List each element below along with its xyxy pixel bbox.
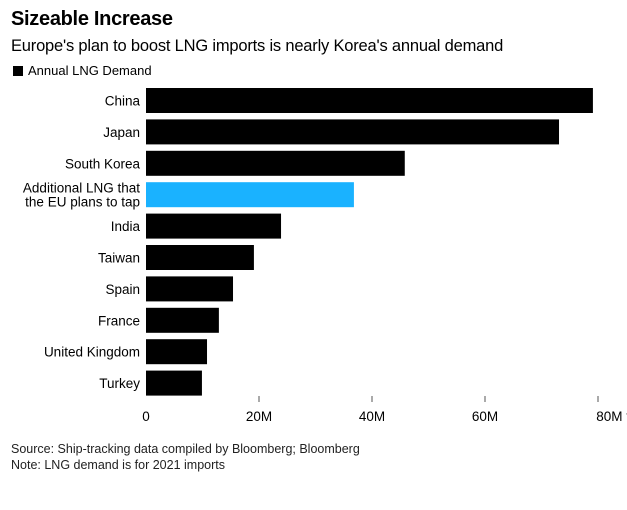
category-label: Turkey	[99, 376, 140, 391]
category-label: Spain	[105, 282, 140, 297]
legend: Annual LNG Demand	[13, 63, 152, 78]
category-label: the EU plans to tap	[25, 195, 140, 210]
category-label: India	[111, 219, 141, 234]
bar-chart: China Japan South Korea Additional LNG that…	[23, 88, 627, 424]
legend-label: Annual LNG Demand	[28, 63, 152, 78]
category-label: Additional LNG that	[23, 181, 140, 196]
bar	[146, 245, 254, 270]
chart-subtitle: Europe's plan to boost LNG imports is ne…	[11, 37, 504, 55]
category-label: Taiwan	[98, 251, 140, 266]
x-tick-label: 20M	[246, 409, 272, 424]
category-label: China	[105, 94, 141, 109]
chart-title: Sizeable Increase	[11, 8, 173, 30]
bar	[146, 339, 208, 365]
x-tick-label: 40M	[359, 409, 385, 424]
x-tick-label: 80M tons	[596, 409, 627, 424]
x-tick-label: 60M	[472, 409, 498, 424]
footnote: Note: LNG demand is for 2021 imports	[11, 458, 225, 472]
bar	[146, 88, 593, 113]
bar	[146, 150, 405, 176]
bar	[146, 213, 282, 239]
bar	[146, 276, 234, 302]
category-label: France	[98, 313, 140, 328]
bar	[146, 119, 560, 145]
category-label: Japan	[103, 125, 140, 140]
bar	[146, 307, 219, 333]
source-note: Source: Ship-tracking data compiled by B…	[11, 442, 360, 456]
legend-swatch	[13, 65, 23, 76]
x-tick-label: 0	[142, 409, 150, 424]
bar	[146, 182, 354, 208]
bar	[146, 370, 202, 396]
category-label: South Korea	[65, 156, 141, 171]
category-label: United Kingdom	[44, 345, 140, 360]
